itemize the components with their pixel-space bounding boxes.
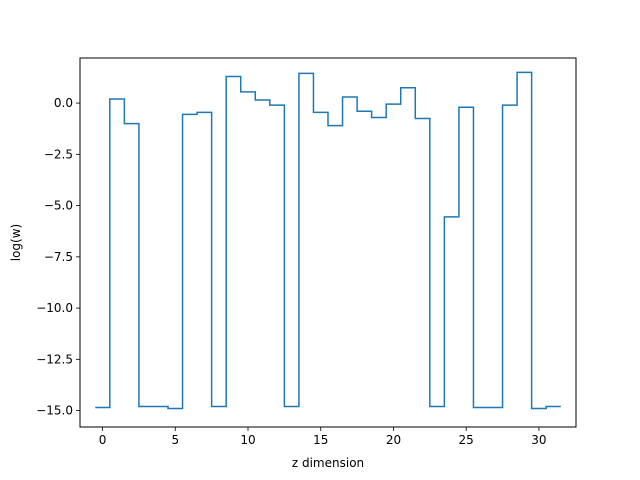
x-tick-label: 5 [171, 433, 179, 447]
x-tick-label: 20 [386, 433, 401, 447]
y-tick-label: −12.5 [36, 352, 73, 366]
series-line [95, 71, 561, 410]
x-axis-label: z dimension [292, 456, 364, 470]
y-axis: 0.0 −2.5 −5.0 −7.5 −10.0 −12.5 −15.0 [36, 96, 80, 418]
y-tick-label: −7.5 [44, 250, 73, 264]
x-tick-label: 15 [313, 433, 328, 447]
x-tick-label: 10 [240, 433, 255, 447]
x-tick-label: 25 [459, 433, 474, 447]
x-tick-label: 30 [531, 433, 546, 447]
y-tick-label: −10.0 [36, 301, 73, 315]
x-tick-label: 0 [99, 433, 107, 447]
x-axis: 0 5 10 15 20 25 30 [99, 427, 547, 447]
y-tick-label: −5.0 [44, 199, 73, 213]
y-tick-label: −2.5 [44, 147, 73, 161]
y-tick-label: −15.0 [36, 404, 73, 418]
y-tick-label: 0.0 [54, 96, 73, 110]
plot-frame [79, 57, 577, 428]
plot-layer [95, 71, 561, 410]
y-axis-label: log(w) [9, 224, 23, 261]
